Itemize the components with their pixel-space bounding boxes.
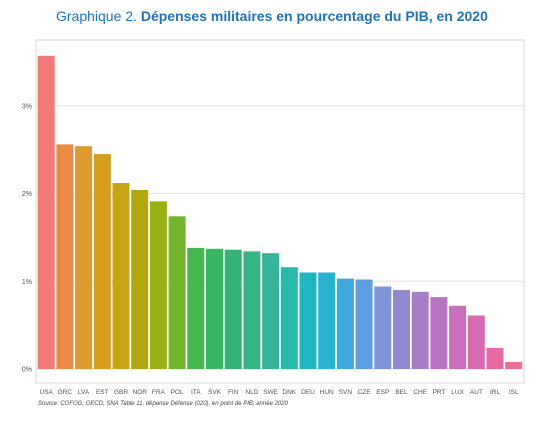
x-tick-label: CZE	[358, 389, 372, 396]
x-tick-label: NLD	[245, 389, 258, 396]
chart-title-main: Dépenses militaires en pourcentage du PI…	[140, 8, 488, 24]
bar-che	[411, 291, 429, 369]
bar-hun	[318, 272, 336, 369]
y-tick-label: 1%	[22, 279, 32, 286]
x-tick-label: SVK	[208, 389, 222, 396]
source-note: Source: COFOG, OECD, SNA Table 11, dépen…	[38, 401, 288, 407]
x-tick-label: SVN	[339, 389, 353, 396]
bar-fin	[224, 249, 242, 369]
y-tick-label: 2%	[22, 191, 32, 198]
bar-fra	[149, 201, 167, 369]
bar-pol	[168, 216, 186, 369]
bar-nor	[131, 190, 149, 369]
bar-lva	[75, 146, 93, 369]
x-axis-ticks: USA GRC LVA EST GBR NOR FRA POL ITA SVK FIN NLD SWE D…	[40, 389, 519, 396]
x-tick-label: GBR	[114, 389, 128, 396]
bar-cze	[355, 279, 373, 369]
bar-swe	[262, 253, 280, 369]
x-tick-label: NOR	[132, 389, 147, 396]
x-tick-label: PRT	[432, 389, 445, 396]
x-tick-label: DEU	[301, 389, 315, 396]
bar-ita	[187, 247, 205, 369]
bar-lux	[449, 305, 467, 369]
x-tick-label: FIN	[228, 389, 239, 396]
x-tick-label: ESP	[376, 389, 389, 396]
x-tick-label: LVA	[78, 389, 90, 396]
x-tick-label: DNK	[282, 389, 296, 396]
bar-svk	[206, 248, 223, 369]
y-axis-ticks: 0% 1% 2% 3%	[22, 103, 32, 373]
x-tick-label: AUT	[470, 389, 483, 396]
bar-dnk	[280, 267, 298, 369]
bar-deu	[299, 272, 317, 369]
bars	[37, 55, 523, 370]
x-tick-label: LUX	[451, 389, 464, 396]
bar-gbr	[112, 183, 130, 369]
bar-svn	[336, 278, 354, 369]
bar-grc	[56, 144, 74, 369]
x-tick-label: ISL	[509, 389, 519, 396]
bar-est	[93, 154, 111, 369]
x-tick-label: IRL	[490, 389, 501, 396]
bar-isl	[505, 362, 523, 369]
chart-title: Graphique 2. Dépenses militaires en pour…	[56, 8, 488, 24]
x-tick-label: CHE	[413, 389, 427, 396]
bar-usa	[37, 55, 55, 370]
x-tick-label: BEL	[395, 389, 408, 396]
x-tick-label: SWE	[263, 389, 278, 396]
x-tick-label: FRA	[152, 389, 166, 396]
bar-esp	[374, 286, 392, 369]
bar-nld	[243, 251, 261, 369]
x-tick-label: POL	[171, 389, 184, 396]
x-tick-label: USA	[40, 389, 54, 396]
x-tick-label: HUN	[320, 389, 334, 396]
x-tick-label: EST	[96, 389, 109, 396]
bar-irl	[486, 347, 504, 369]
x-tick-label: GRC	[58, 389, 73, 396]
bar-aut	[467, 315, 485, 369]
bar-bel	[393, 290, 410, 369]
y-tick-label: 3%	[22, 103, 32, 110]
y-tick-label: 0%	[22, 367, 32, 374]
bar-prt	[430, 297, 448, 369]
x-tick-label: ITA	[191, 389, 201, 396]
chart-title-prefix: Graphique 2.	[56, 8, 137, 24]
